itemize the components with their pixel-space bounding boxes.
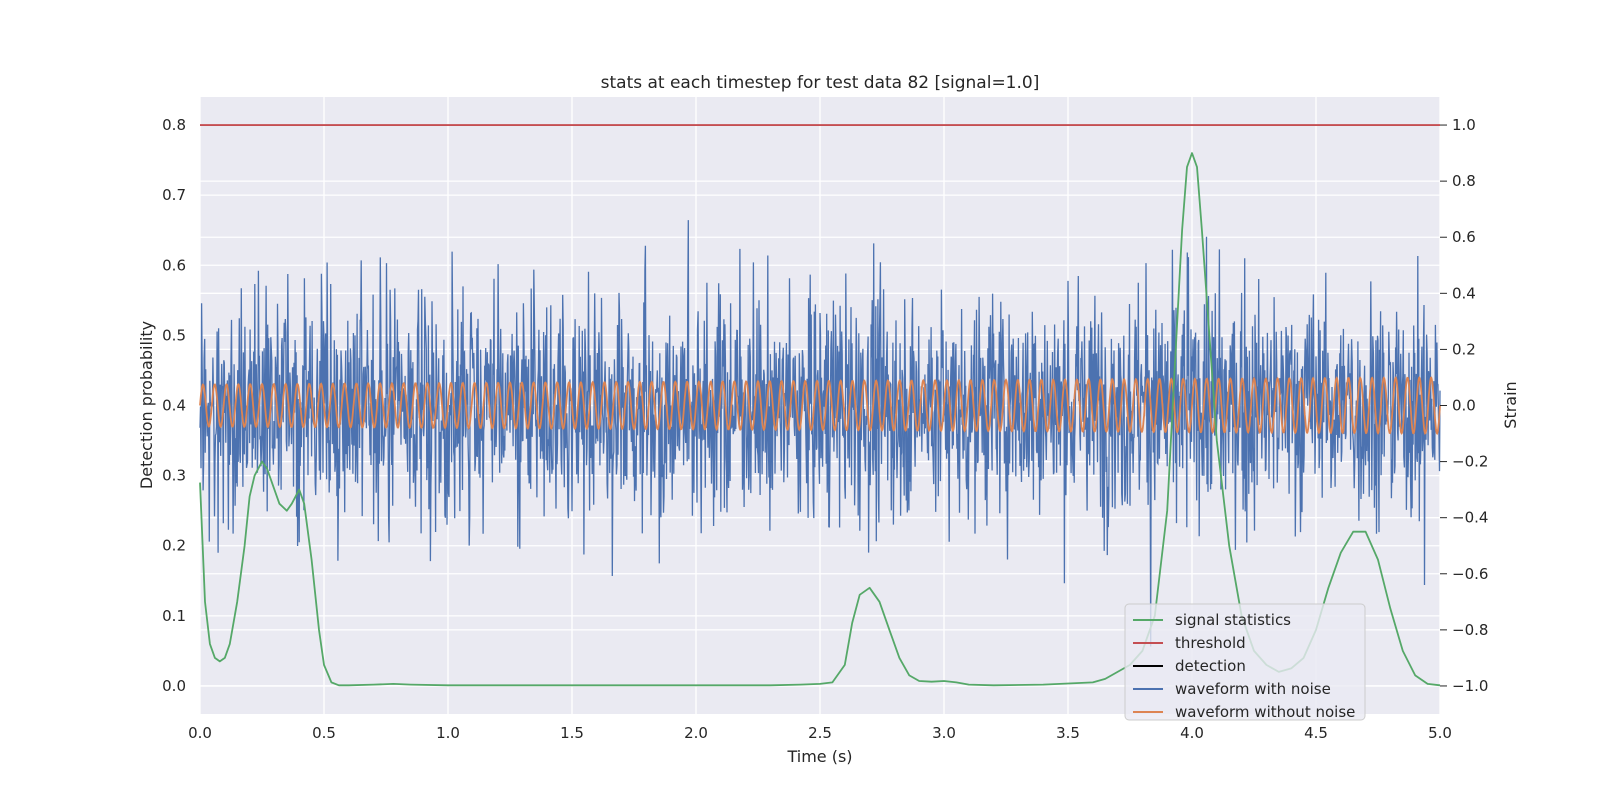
- x-tick-label: 2.5: [808, 724, 832, 742]
- y2-tick-label: 0.4: [1452, 284, 1476, 302]
- legend-label: signal statistics: [1175, 611, 1291, 629]
- y2-tick-label: −0.2: [1452, 453, 1488, 471]
- y2-tick-label: −1.0: [1452, 677, 1488, 695]
- x-tick-label: 4.0: [1180, 724, 1204, 742]
- y2-tick-label: 0.6: [1452, 228, 1476, 246]
- y2-tick-label: −0.8: [1452, 621, 1488, 639]
- y2-tick-label: 1.0: [1452, 116, 1476, 134]
- x-tick-label: 5.0: [1428, 724, 1452, 742]
- y-tick-label: 0.2: [162, 537, 186, 555]
- y-tick-label: 0.8: [162, 116, 186, 134]
- legend-label: threshold: [1175, 634, 1246, 652]
- x-tick-label: 0.0: [188, 724, 212, 742]
- chart-title: stats at each timestep for test data 82 …: [601, 73, 1040, 93]
- legend-label: detection: [1175, 657, 1246, 675]
- x-tick-label: 3.5: [1056, 724, 1080, 742]
- y-tick-label: 0.4: [162, 397, 186, 415]
- legend-box: [1124, 603, 1366, 721]
- y2-tick-label: 0.8: [1452, 172, 1476, 190]
- y-tick-label: 0.3: [162, 467, 186, 485]
- legend: signal statistics threshold detection wavef…: [1124, 603, 1366, 721]
- tick-layer: 0.0 0.5 1.0 1.5 2.0 2.5 3.0 3.5 4.0 4.5 5.0 0.0 0.1 0…: [162, 116, 1488, 742]
- y-tick-label: 0.1: [162, 607, 186, 625]
- y-tick-label: 0.7: [162, 186, 186, 204]
- y2-axis-title: Strain: [1501, 381, 1520, 428]
- y2-tick-label: 0.2: [1452, 340, 1476, 358]
- y2-tick-label: 0.0: [1452, 397, 1476, 415]
- y2-tick-label: −0.6: [1452, 565, 1488, 583]
- legend-label: waveform without noise: [1175, 703, 1355, 721]
- y-tick-label: 0.6: [162, 256, 186, 274]
- x-axis-title: Time (s): [786, 747, 852, 766]
- y2-tick-label: −0.4: [1452, 509, 1488, 527]
- x-tick-label: 1.5: [560, 724, 584, 742]
- x-tick-label: 3.0: [932, 724, 956, 742]
- x-tick-label: 4.5: [1304, 724, 1328, 742]
- y-axis-title: Detection probability: [137, 321, 156, 489]
- x-tick-label: 0.5: [312, 724, 336, 742]
- y-tick-label: 0.0: [162, 677, 186, 695]
- x-tick-label: 2.0: [684, 724, 708, 742]
- y-tick-label: 0.5: [162, 326, 186, 344]
- series-waveform-without-noise: [199, 375, 1441, 436]
- x-tick-label: 1.0: [436, 724, 460, 742]
- legend-label: waveform with noise: [1175, 680, 1331, 698]
